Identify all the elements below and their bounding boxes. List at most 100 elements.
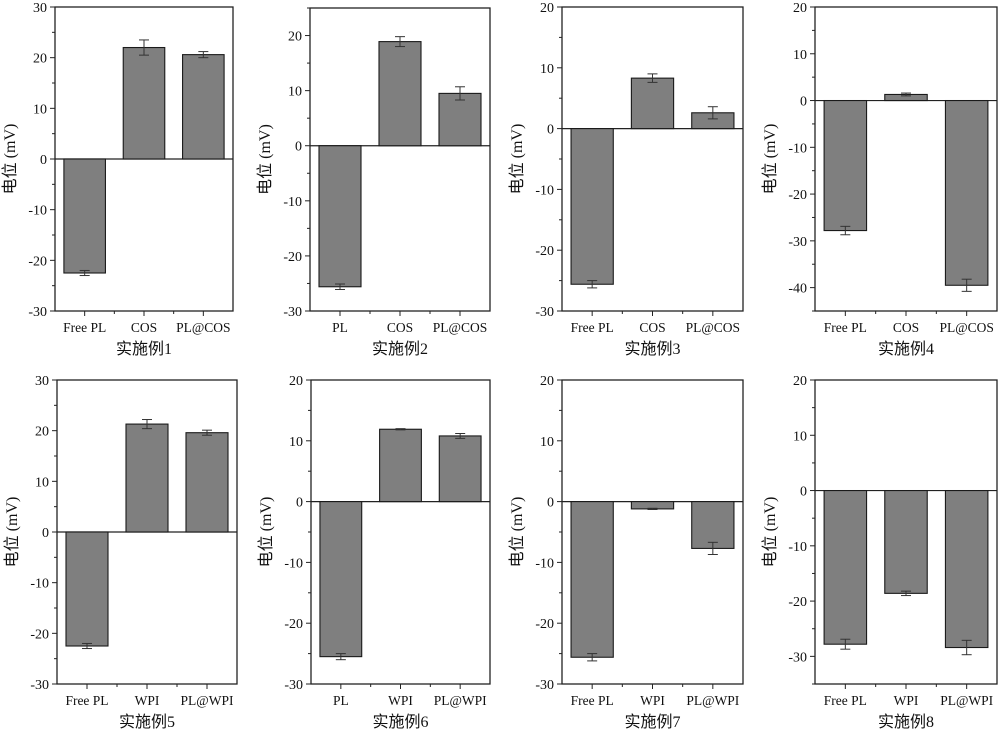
y-axis-title: 电位 (mV) xyxy=(508,124,526,195)
y-tick-label: -30 xyxy=(788,235,807,250)
x-tick-label: Free PL xyxy=(824,320,867,335)
y-tick-label: 20 xyxy=(793,374,807,389)
y-tick-label: -30 xyxy=(28,305,47,320)
y-tick-label: -10 xyxy=(30,577,49,592)
x-tick-label: Free PL xyxy=(824,693,867,708)
y-axis-title: 电位 (mV) xyxy=(3,497,21,568)
x-tick-label: COS xyxy=(893,320,919,335)
y-tick-label: 10 xyxy=(288,85,302,100)
x-tick-label: PL@COS xyxy=(433,320,487,335)
y-tick-label: 0 xyxy=(42,526,49,541)
bar-pl-cos xyxy=(438,92,482,147)
chart-panel-4: -40 -30 -20 -10 0 10 20 Free PL COS PL@COS 实施例4 电位 … xyxy=(761,1,998,358)
y-tick-label: 20 xyxy=(793,1,807,16)
x-axis-title: 实施例7 xyxy=(624,713,680,731)
y-tick-label: -30 xyxy=(30,678,49,693)
y-tick-label: 0 xyxy=(547,496,554,511)
chart-panel-7: -30 -20 -10 0 10 20 Free PL WPI PL@WPI 实施例7 电位 (mV… xyxy=(508,374,744,731)
y-tick-label: 30 xyxy=(35,374,49,389)
y-tick-label: -10 xyxy=(28,204,47,219)
bar-free-pl xyxy=(570,501,614,658)
y-axis-title: 电位 (mV) xyxy=(761,124,779,195)
chart-panel-2: -30 -20 -10 0 10 20 PL COS PL@COS 实施例2 电位 (mV) xyxy=(256,7,491,358)
y-tick-label: -10 xyxy=(283,195,302,210)
y-tick-label: -20 xyxy=(284,617,303,632)
y-tick-label: 0 xyxy=(296,496,303,511)
bar-pl xyxy=(319,501,363,658)
y-tick-label: -20 xyxy=(535,617,554,632)
bar-wpi xyxy=(125,423,169,533)
y-tick-label: -20 xyxy=(535,244,554,259)
bar-free-pl xyxy=(823,489,868,645)
y-tick-label: 0 xyxy=(40,153,47,168)
bar-wpi xyxy=(884,489,928,594)
y-tick-label: -10 xyxy=(788,540,807,555)
y-tick-label: 30 xyxy=(33,1,47,16)
y-tick-label: -20 xyxy=(30,627,49,642)
x-axis-title: 实施例3 xyxy=(624,340,680,358)
y-tick-label: 20 xyxy=(289,374,303,389)
y-axis-title: 电位 (mV) xyxy=(1,124,19,195)
y-tick-label: -30 xyxy=(535,305,554,320)
x-tick-label: PL@COS xyxy=(939,320,993,335)
x-axis-title: 实施例1 xyxy=(116,340,172,358)
y-tick-label: -20 xyxy=(788,188,807,203)
x-tick-label: WPI xyxy=(388,693,413,708)
x-tick-label: Free PL xyxy=(63,320,106,335)
x-tick-label: PL@COS xyxy=(176,320,230,335)
x-tick-label: PL xyxy=(333,693,349,708)
x-tick-label: PL@WPI xyxy=(434,693,487,708)
bar-free-pl xyxy=(570,128,614,285)
chart-panel-8: -30 -20 -10 0 10 20 Free PL WPI PL@WPI 实施例8 电位 (mV… xyxy=(761,374,998,731)
y-tick-label: -10 xyxy=(284,556,303,571)
chart-panel-6: -30 -20 -10 0 10 20 PL WPI PL@WPI 实施例6 电位 (mV) xyxy=(257,374,491,731)
x-tick-label: Free PL xyxy=(571,320,614,335)
x-tick-label: COS xyxy=(131,320,157,335)
y-tick-label: 0 xyxy=(800,485,807,500)
x-tick-label: WPI xyxy=(894,693,919,708)
y-tick-label: 10 xyxy=(540,435,554,450)
y-tick-label: 10 xyxy=(793,429,807,444)
bar-pl-cos xyxy=(182,54,225,160)
bar-wpi xyxy=(379,428,422,503)
y-axis-title: 电位 (mV) xyxy=(257,497,275,568)
y-tick-label: 0 xyxy=(295,140,302,155)
bar-pl-wpi xyxy=(691,501,735,549)
x-tick-label: PL@WPI xyxy=(940,693,993,708)
y-tick-label: -40 xyxy=(788,282,807,297)
y-tick-label: 0 xyxy=(547,123,554,138)
y-tick-label: 10 xyxy=(33,102,47,117)
x-tick-label: PL@WPI xyxy=(686,693,739,708)
bar-free-pl xyxy=(823,99,868,232)
bar-cos xyxy=(122,46,166,160)
y-tick-label: -30 xyxy=(283,305,302,320)
chart-panel-5: -30 -20 -10 0 10 20 30 Free PL WPI PL@WPI 实施例5 电位 (… xyxy=(3,374,238,731)
bar-cos xyxy=(630,77,675,130)
y-tick-label: 20 xyxy=(33,52,47,67)
x-axis-title: 实施例4 xyxy=(878,340,934,358)
y-tick-label: 20 xyxy=(540,374,554,389)
y-tick-label: -20 xyxy=(788,595,807,610)
x-tick-label: PL@COS xyxy=(686,320,740,335)
y-tick-label: -30 xyxy=(535,678,554,693)
y-tick-label: -10 xyxy=(788,141,807,156)
x-tick-label: WPI xyxy=(640,693,665,708)
x-tick-label: COS xyxy=(387,320,413,335)
y-tick-label: -10 xyxy=(535,556,554,571)
y-tick-label: 20 xyxy=(35,425,49,440)
bar-free-pl xyxy=(63,158,106,274)
y-tick-label: -30 xyxy=(788,650,807,665)
x-tick-label: Free PL xyxy=(65,693,108,708)
x-tick-label: COS xyxy=(639,320,665,335)
y-tick-label: 20 xyxy=(288,30,302,45)
y-tick-label: -20 xyxy=(28,254,47,269)
y-tick-label: 10 xyxy=(35,475,49,490)
y-tick-label: 10 xyxy=(540,62,554,77)
bar-pl xyxy=(318,145,362,288)
y-tick-label: -10 xyxy=(535,183,554,198)
y-tick-label: 20 xyxy=(540,1,554,16)
y-axis-title: 电位 (mV) xyxy=(761,497,779,568)
bar-cos xyxy=(378,41,422,147)
bar-pl-wpi xyxy=(185,432,229,533)
